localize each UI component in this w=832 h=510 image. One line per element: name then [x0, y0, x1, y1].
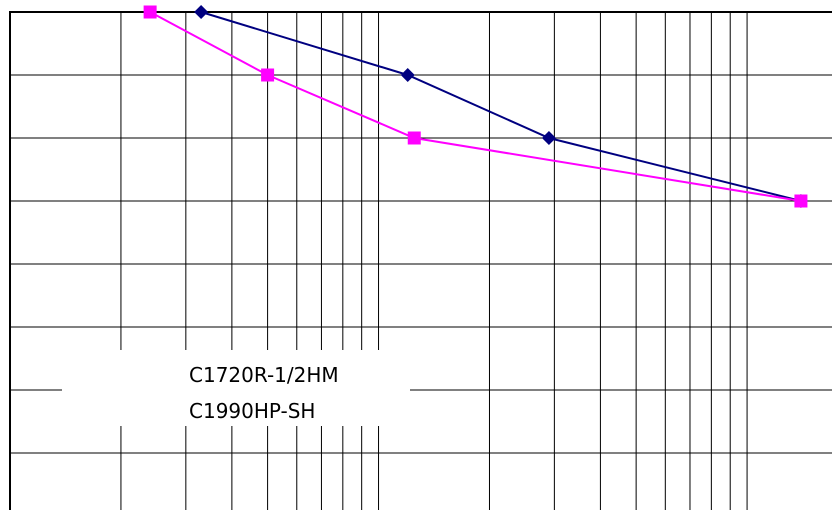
data-point-series-1-2	[400, 68, 415, 82]
data-point-series-1-3	[541, 131, 556, 145]
series-line-2	[149, 11, 802, 202]
data-point-series-1-1	[194, 5, 209, 19]
plot-grid	[9, 11, 832, 510]
data-point-series-2-2	[261, 68, 275, 82]
data-point-series-2-1	[143, 5, 157, 19]
legend-label-series-1: C1720R-1/2HM	[189, 363, 339, 387]
legend-box	[62, 350, 410, 426]
data-point-series-2-4	[794, 194, 808, 208]
plot-frame	[9, 11, 832, 510]
series-line-1	[200, 11, 802, 202]
data-point-series-2-3	[407, 131, 421, 145]
legend: C1720R-1/2HM C1990HP-SH	[62, 350, 410, 426]
legend-label-series-2: C1990HP-SH	[189, 399, 315, 423]
series-layer	[143, 5, 808, 208]
